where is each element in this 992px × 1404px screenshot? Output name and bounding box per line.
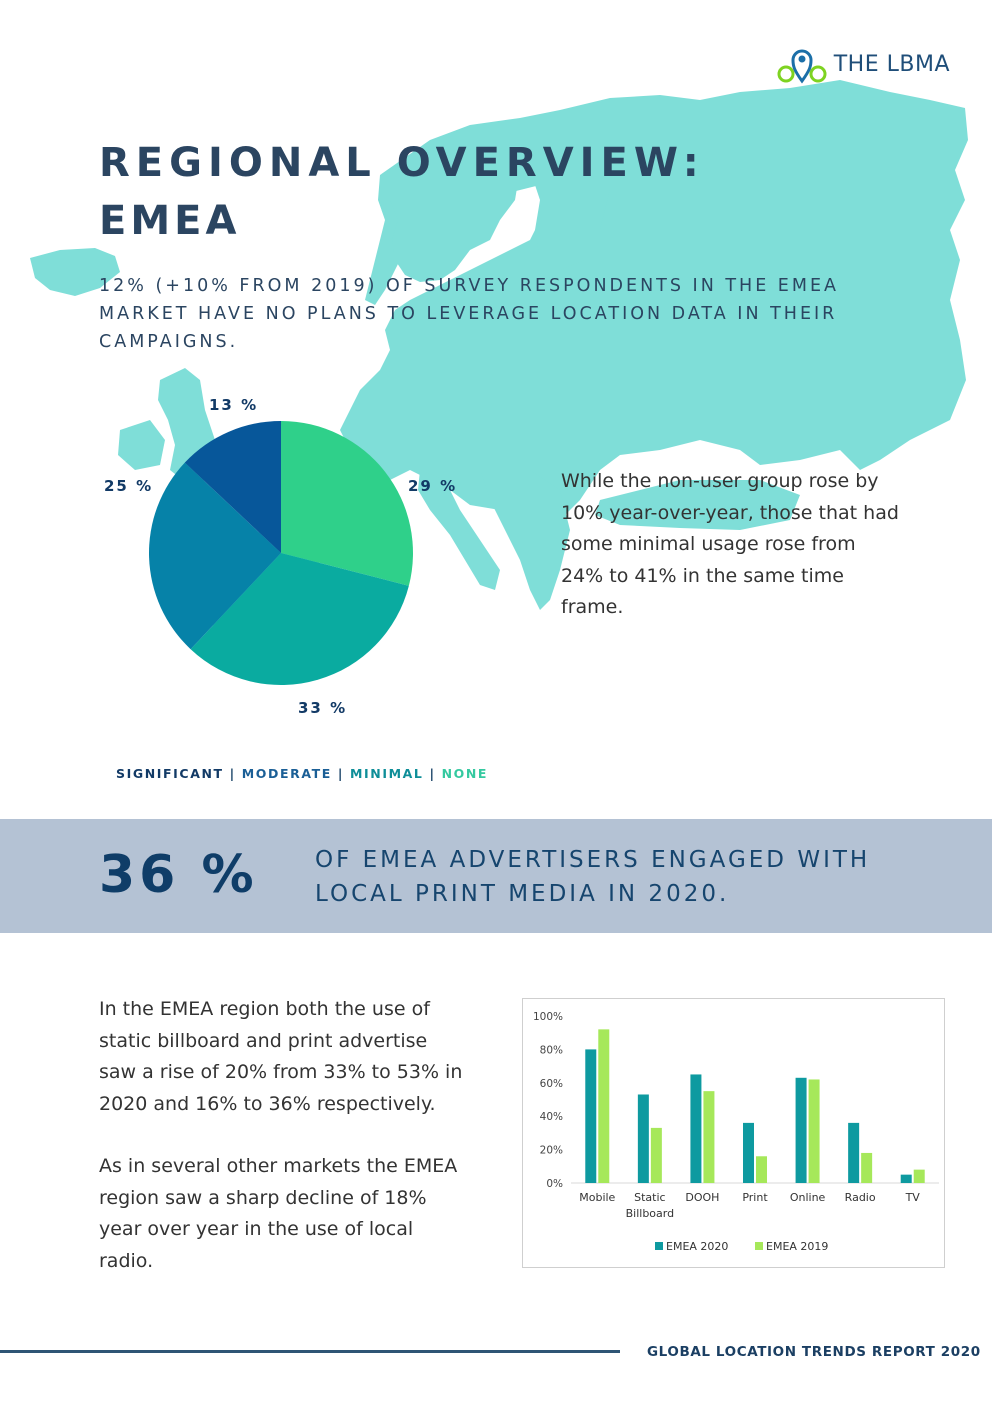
x-tick-label: DOOH: [685, 1191, 719, 1204]
bar-emea-2020-online: [795, 1077, 807, 1183]
logo-text: THE LBMA: [833, 51, 950, 77]
y-tick-label: 100%: [533, 1011, 563, 1023]
footer-rule: [0, 1350, 620, 1353]
x-tick-label: TV: [905, 1191, 921, 1204]
legend-separator: |: [429, 766, 436, 781]
x-tick-label: Online: [790, 1191, 826, 1204]
y-tick-label: 0%: [546, 1178, 563, 1190]
europe-map-illustration: [30, 80, 968, 630]
body-paragraph-2: As in several other markets the EMEA reg…: [99, 1155, 458, 1272]
y-tick-label: 20%: [540, 1145, 563, 1157]
legend-separator: |: [229, 766, 236, 781]
pie-slice-minimal: [281, 421, 413, 586]
lbma-logo-icon: [777, 49, 827, 84]
bar-emea-2020-print: [743, 1122, 754, 1183]
body-paragraph-1: In the EMEA region both the use of stati…: [99, 998, 463, 1115]
chart-legend-label: EMEA 2019: [766, 1240, 828, 1253]
footer-title: GLOBAL LOCATION TRENDS REPORT 2020: [647, 1344, 981, 1360]
pie-slice-significant: [184, 421, 281, 553]
bar-emea-2019-mobile: [598, 1029, 610, 1183]
bar-emea-2019-online: [808, 1079, 820, 1183]
stat-value: 36 %: [99, 845, 258, 905]
legend-separator: |: [337, 766, 345, 781]
stat-description: OF EMEA ADVERTISERS ENGAGED WITH LOCAL P…: [315, 847, 871, 907]
pie-slice-moderate-significant: [148, 462, 281, 650]
pie-label-minimal: 29 %: [408, 477, 458, 495]
bar-emea-2019-static-billboard: [650, 1127, 662, 1183]
bar-emea-2019-dooh: [703, 1091, 715, 1183]
usage-pie-chart: [148, 421, 413, 685]
body-text: In the EMEA region both the use of stati…: [99, 994, 469, 1277]
bar-emea-2020-radio: [848, 1122, 860, 1183]
chart-legend-label: EMEA 2020: [666, 1240, 728, 1253]
bar-emea-2020-static-billboard: [637, 1094, 649, 1183]
x-tick-label: Static: [634, 1191, 665, 1204]
chart-legend-swatch: [655, 1242, 663, 1250]
page-subtitle: EMEA: [99, 198, 241, 244]
intro-text: 12% (+10% FROM 2019) OF SURVEY RESPONDEN…: [99, 276, 839, 352]
bar-emea-2019-radio: [861, 1152, 873, 1183]
legend-minimal: MINIMAL: [350, 766, 424, 781]
legend-none: NONE: [441, 766, 489, 781]
legend-significant: SIGNIFICANT: [116, 766, 224, 781]
pie-label-moderate: 33 %: [298, 699, 348, 717]
pie-legend: SIGNIFICANT | MODERATE | MINIMAL | NONE: [116, 766, 488, 781]
x-tick-label: Print: [742, 1191, 768, 1204]
x-tick-label: Billboard: [626, 1207, 674, 1220]
bar-emea-2020-mobile: [585, 1049, 597, 1183]
bar-emea-2019-tv: [913, 1169, 925, 1183]
bar-emea-2019-print: [756, 1156, 767, 1183]
legend-moderate: MODERATE: [241, 766, 332, 781]
channel-bar-chart: 0% 20% 40% 60% 80% 100% Mobile Static Billboard D…: [522, 998, 945, 1268]
usage-trend-text: While the non-user group rose by 10% yea…: [561, 470, 899, 618]
bar-emea-2020-dooh: [690, 1074, 702, 1183]
x-tick-label: Radio: [845, 1191, 876, 1204]
y-tick-label: 60%: [540, 1078, 563, 1090]
bar-chart-svg: 0% 20% 40% 60% 80% 100% Mobile Static Billboard D…: [533, 1011, 939, 1253]
pie-label-moderate-significant: 25 %: [104, 477, 154, 495]
chart-legend-swatch: [755, 1242, 763, 1250]
pie-slice-moderate: [190, 553, 409, 685]
brand-logo: THE LBMA: [776, 44, 950, 84]
stat-band: [0, 819, 992, 933]
page-title: REGIONAL OVERVIEW:: [99, 140, 705, 186]
y-tick-label: 40%: [540, 1111, 563, 1123]
x-tick-label: Mobile: [579, 1191, 615, 1204]
bar-emea-2020-tv: [900, 1174, 912, 1183]
pie-label-significant: 13 %: [209, 396, 259, 414]
y-tick-label: 80%: [540, 1044, 563, 1056]
